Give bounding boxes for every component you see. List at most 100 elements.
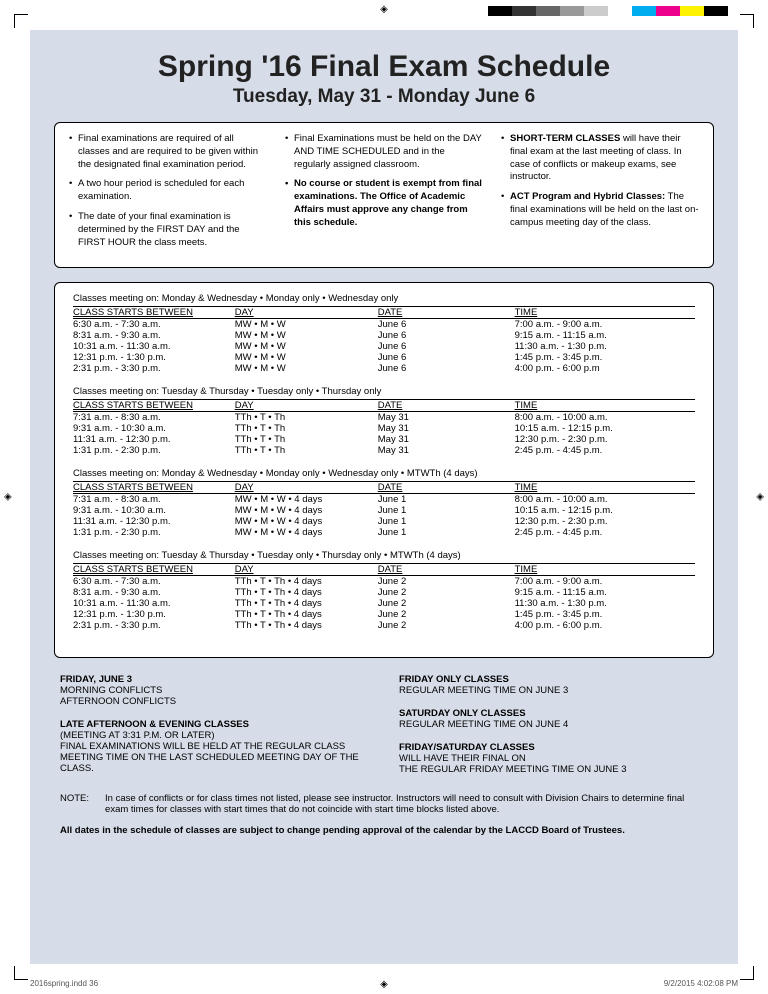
table-cell: 4:00 p.m. - 6:00 p.m. <box>515 620 695 631</box>
bottom-line: (MEETING AT 3:31 P.M. OR LATER) <box>60 730 369 741</box>
table-row: 10:31 a.m. - 11:30 a.m.MW • M • WJune 61… <box>73 341 695 352</box>
slug-filename: 2016spring.indd 36 <box>30 979 98 988</box>
table-cell: 1:45 p.m. - 3:45 p.m. <box>515 609 695 620</box>
table-cell: 11:30 a.m. - 1:30 p.m. <box>515 598 695 609</box>
registration-mark-icon: ◈ <box>756 492 764 503</box>
schedule-block-title: Classes meeting on: Tuesday & Thursday •… <box>73 550 695 561</box>
table-cell: TTh • T • Th <box>235 411 378 423</box>
table-header: CLASS STARTS BETWEEN <box>73 563 235 575</box>
info-bullet: No course or student is exempt from fina… <box>285 178 483 229</box>
table-cell: TTh • T • Th <box>235 434 378 445</box>
schedule-table: CLASS STARTS BETWEENDAYDATETIME7:31 a.m.… <box>73 399 695 456</box>
table-cell: June 1 <box>378 493 515 505</box>
table-row: 10:31 a.m. - 11:30 a.m.TTh • T • Th • 4 … <box>73 598 695 609</box>
table-cell: 7:00 a.m. - 9:00 a.m. <box>515 575 695 587</box>
bottom-section: LATE AFTERNOON & EVENING CLASSES(MEETING… <box>60 719 369 774</box>
table-cell: TTh • T • Th • 4 days <box>235 620 378 631</box>
info-bullet: Final examinations are required of all c… <box>69 133 267 171</box>
table-cell: June 6 <box>378 341 515 352</box>
table-cell: 11:31 a.m. - 12:30 p.m. <box>73 516 235 527</box>
table-cell: May 31 <box>378 411 515 423</box>
table-cell: 2:45 p.m. - 4:45 p.m. <box>515 445 695 456</box>
table-cell: June 2 <box>378 575 515 587</box>
table-row: 11:31 a.m. - 12:30 p.m.MW • M • W • 4 da… <box>73 516 695 527</box>
table-cell: June 2 <box>378 598 515 609</box>
info-bullet: SHORT-TERM CLASSES will have their final… <box>501 133 699 184</box>
bottom-heading: LATE AFTERNOON & EVENING CLASSES <box>60 719 369 730</box>
info-col-2: Final Examinations must be held on the D… <box>285 133 483 257</box>
table-header: DAY <box>235 306 378 318</box>
table-row: 1:31 p.m. - 2:30 p.m.TTh • T • ThMay 312… <box>73 445 695 456</box>
table-cell: TTh • T • Th • 4 days <box>235 575 378 587</box>
bottom-heading: FRIDAY/SATURDAY CLASSES <box>399 742 708 753</box>
table-header: TIME <box>515 563 695 575</box>
bottom-col-left: FRIDAY, JUNE 3MORNING CONFLICTSAFTERNOON… <box>60 674 369 787</box>
slug-timestamp: 9/2/2015 4:02:08 PM <box>664 979 738 988</box>
note-label: NOTE: <box>60 793 89 815</box>
bottom-line: FINAL EXAMINATIONS WILL BE HELD AT THE R… <box>60 741 369 774</box>
table-cell: 1:31 p.m. - 2:30 p.m. <box>73 445 235 456</box>
table-cell: 1:45 p.m. - 3:45 p.m. <box>515 352 695 363</box>
schedule-block-title: Classes meeting on: Monday & Wednesday •… <box>73 468 695 479</box>
table-cell: May 31 <box>378 434 515 445</box>
table-cell: 9:31 a.m. - 10:30 a.m. <box>73 423 235 434</box>
bottom-heading: SATURDAY ONLY CLASSES <box>399 708 708 719</box>
table-header: DAY <box>235 481 378 493</box>
table-row: 12:31 p.m. - 1:30 p.m.MW • M • WJune 61:… <box>73 352 695 363</box>
table-cell: 8:00 a.m. - 10:00 a.m. <box>515 493 695 505</box>
table-cell: June 1 <box>378 516 515 527</box>
bottom-heading: FRIDAY, JUNE 3 <box>60 674 369 685</box>
table-cell: MW • M • W • 4 days <box>235 516 378 527</box>
bottom-line: REGULAR MEETING TIME ON JUNE 4 <box>399 719 708 730</box>
table-row: 6:30 a.m. - 7:30 a.m.MW • M • WJune 67:0… <box>73 318 695 330</box>
crop-mark-icon <box>740 14 754 28</box>
page-subtitle: Tuesday, May 31 - Monday June 6 <box>54 86 714 108</box>
table-row: 6:30 a.m. - 7:30 a.m.TTh • T • Th • 4 da… <box>73 575 695 587</box>
table-row: 8:31 a.m. - 9:30 a.m.TTh • T • Th • 4 da… <box>73 587 695 598</box>
table-cell: 12:30 p.m. - 2:30 p.m. <box>515 516 695 527</box>
table-row: 7:31 a.m. - 8:30 a.m.TTh • T • ThMay 318… <box>73 411 695 423</box>
table-row: 2:31 p.m. - 3:30 p.m.TTh • T • Th • 4 da… <box>73 620 695 631</box>
table-cell: 8:00 a.m. - 10:00 a.m. <box>515 411 695 423</box>
table-header: DATE <box>378 306 515 318</box>
table-cell: 9:15 a.m. - 11:15 a.m. <box>515 330 695 341</box>
table-cell: MW • M • W • 4 days <box>235 505 378 516</box>
info-list-3: SHORT-TERM CLASSES will have their final… <box>501 133 699 230</box>
crop-mark-icon <box>14 14 28 28</box>
table-header: TIME <box>515 481 695 493</box>
table-cell: 10:31 a.m. - 11:30 a.m. <box>73 598 235 609</box>
table-cell: June 6 <box>378 363 515 374</box>
footer-line: All dates in the schedule of classes are… <box>54 825 714 836</box>
color-bars <box>488 6 728 16</box>
table-cell: 11:30 a.m. - 1:30 p.m. <box>515 341 695 352</box>
bottom-columns: FRIDAY, JUNE 3MORNING CONFLICTSAFTERNOON… <box>54 674 714 787</box>
table-cell: MW • M • W <box>235 330 378 341</box>
table-cell: 10:31 a.m. - 11:30 a.m. <box>73 341 235 352</box>
registration-mark-icon: ◈ <box>4 492 12 503</box>
table-cell: June 6 <box>378 318 515 330</box>
slug-line: 2016spring.indd 36 9/2/2015 4:02:08 PM <box>30 979 738 988</box>
bottom-line: THE REGULAR FRIDAY MEETING TIME ON JUNE … <box>399 764 708 775</box>
table-cell: 6:30 a.m. - 7:30 a.m. <box>73 575 235 587</box>
bottom-section: SATURDAY ONLY CLASSESREGULAR MEETING TIM… <box>399 708 708 730</box>
crop-mark-icon <box>14 966 28 980</box>
registration-mark-icon: ◈ <box>380 4 388 15</box>
table-row: 9:31 a.m. - 10:30 a.m.TTh • T • ThMay 31… <box>73 423 695 434</box>
bottom-line: REGULAR MEETING TIME ON JUNE 3 <box>399 685 708 696</box>
table-row: 9:31 a.m. - 10:30 a.m.MW • M • W • 4 day… <box>73 505 695 516</box>
table-header: TIME <box>515 399 695 411</box>
table-cell: 1:31 p.m. - 2:30 p.m. <box>73 527 235 538</box>
schedule-block-title: Classes meeting on: Monday & Wednesday •… <box>73 293 695 304</box>
table-cell: MW • M • W <box>235 352 378 363</box>
table-cell: 4:00 p.m. - 6:00 p.m <box>515 363 695 374</box>
table-cell: 6:30 a.m. - 7:30 a.m. <box>73 318 235 330</box>
table-cell: 7:31 a.m. - 8:30 a.m. <box>73 411 235 423</box>
info-bullet: The date of your final examination is de… <box>69 211 267 249</box>
table-cell: 10:15 a.m. - 12:15 p.m. <box>515 423 695 434</box>
bottom-line: MORNING CONFLICTS <box>60 685 369 696</box>
schedule-table: CLASS STARTS BETWEENDAYDATETIME6:30 a.m.… <box>73 306 695 374</box>
table-cell: TTh • T • Th • 4 days <box>235 609 378 620</box>
table-row: 1:31 p.m. - 2:30 p.m.MW • M • W • 4 days… <box>73 527 695 538</box>
schedule-block: Classes meeting on: Monday & Wednesday •… <box>73 293 695 374</box>
table-row: 8:31 a.m. - 9:30 a.m.MW • M • WJune 69:1… <box>73 330 695 341</box>
